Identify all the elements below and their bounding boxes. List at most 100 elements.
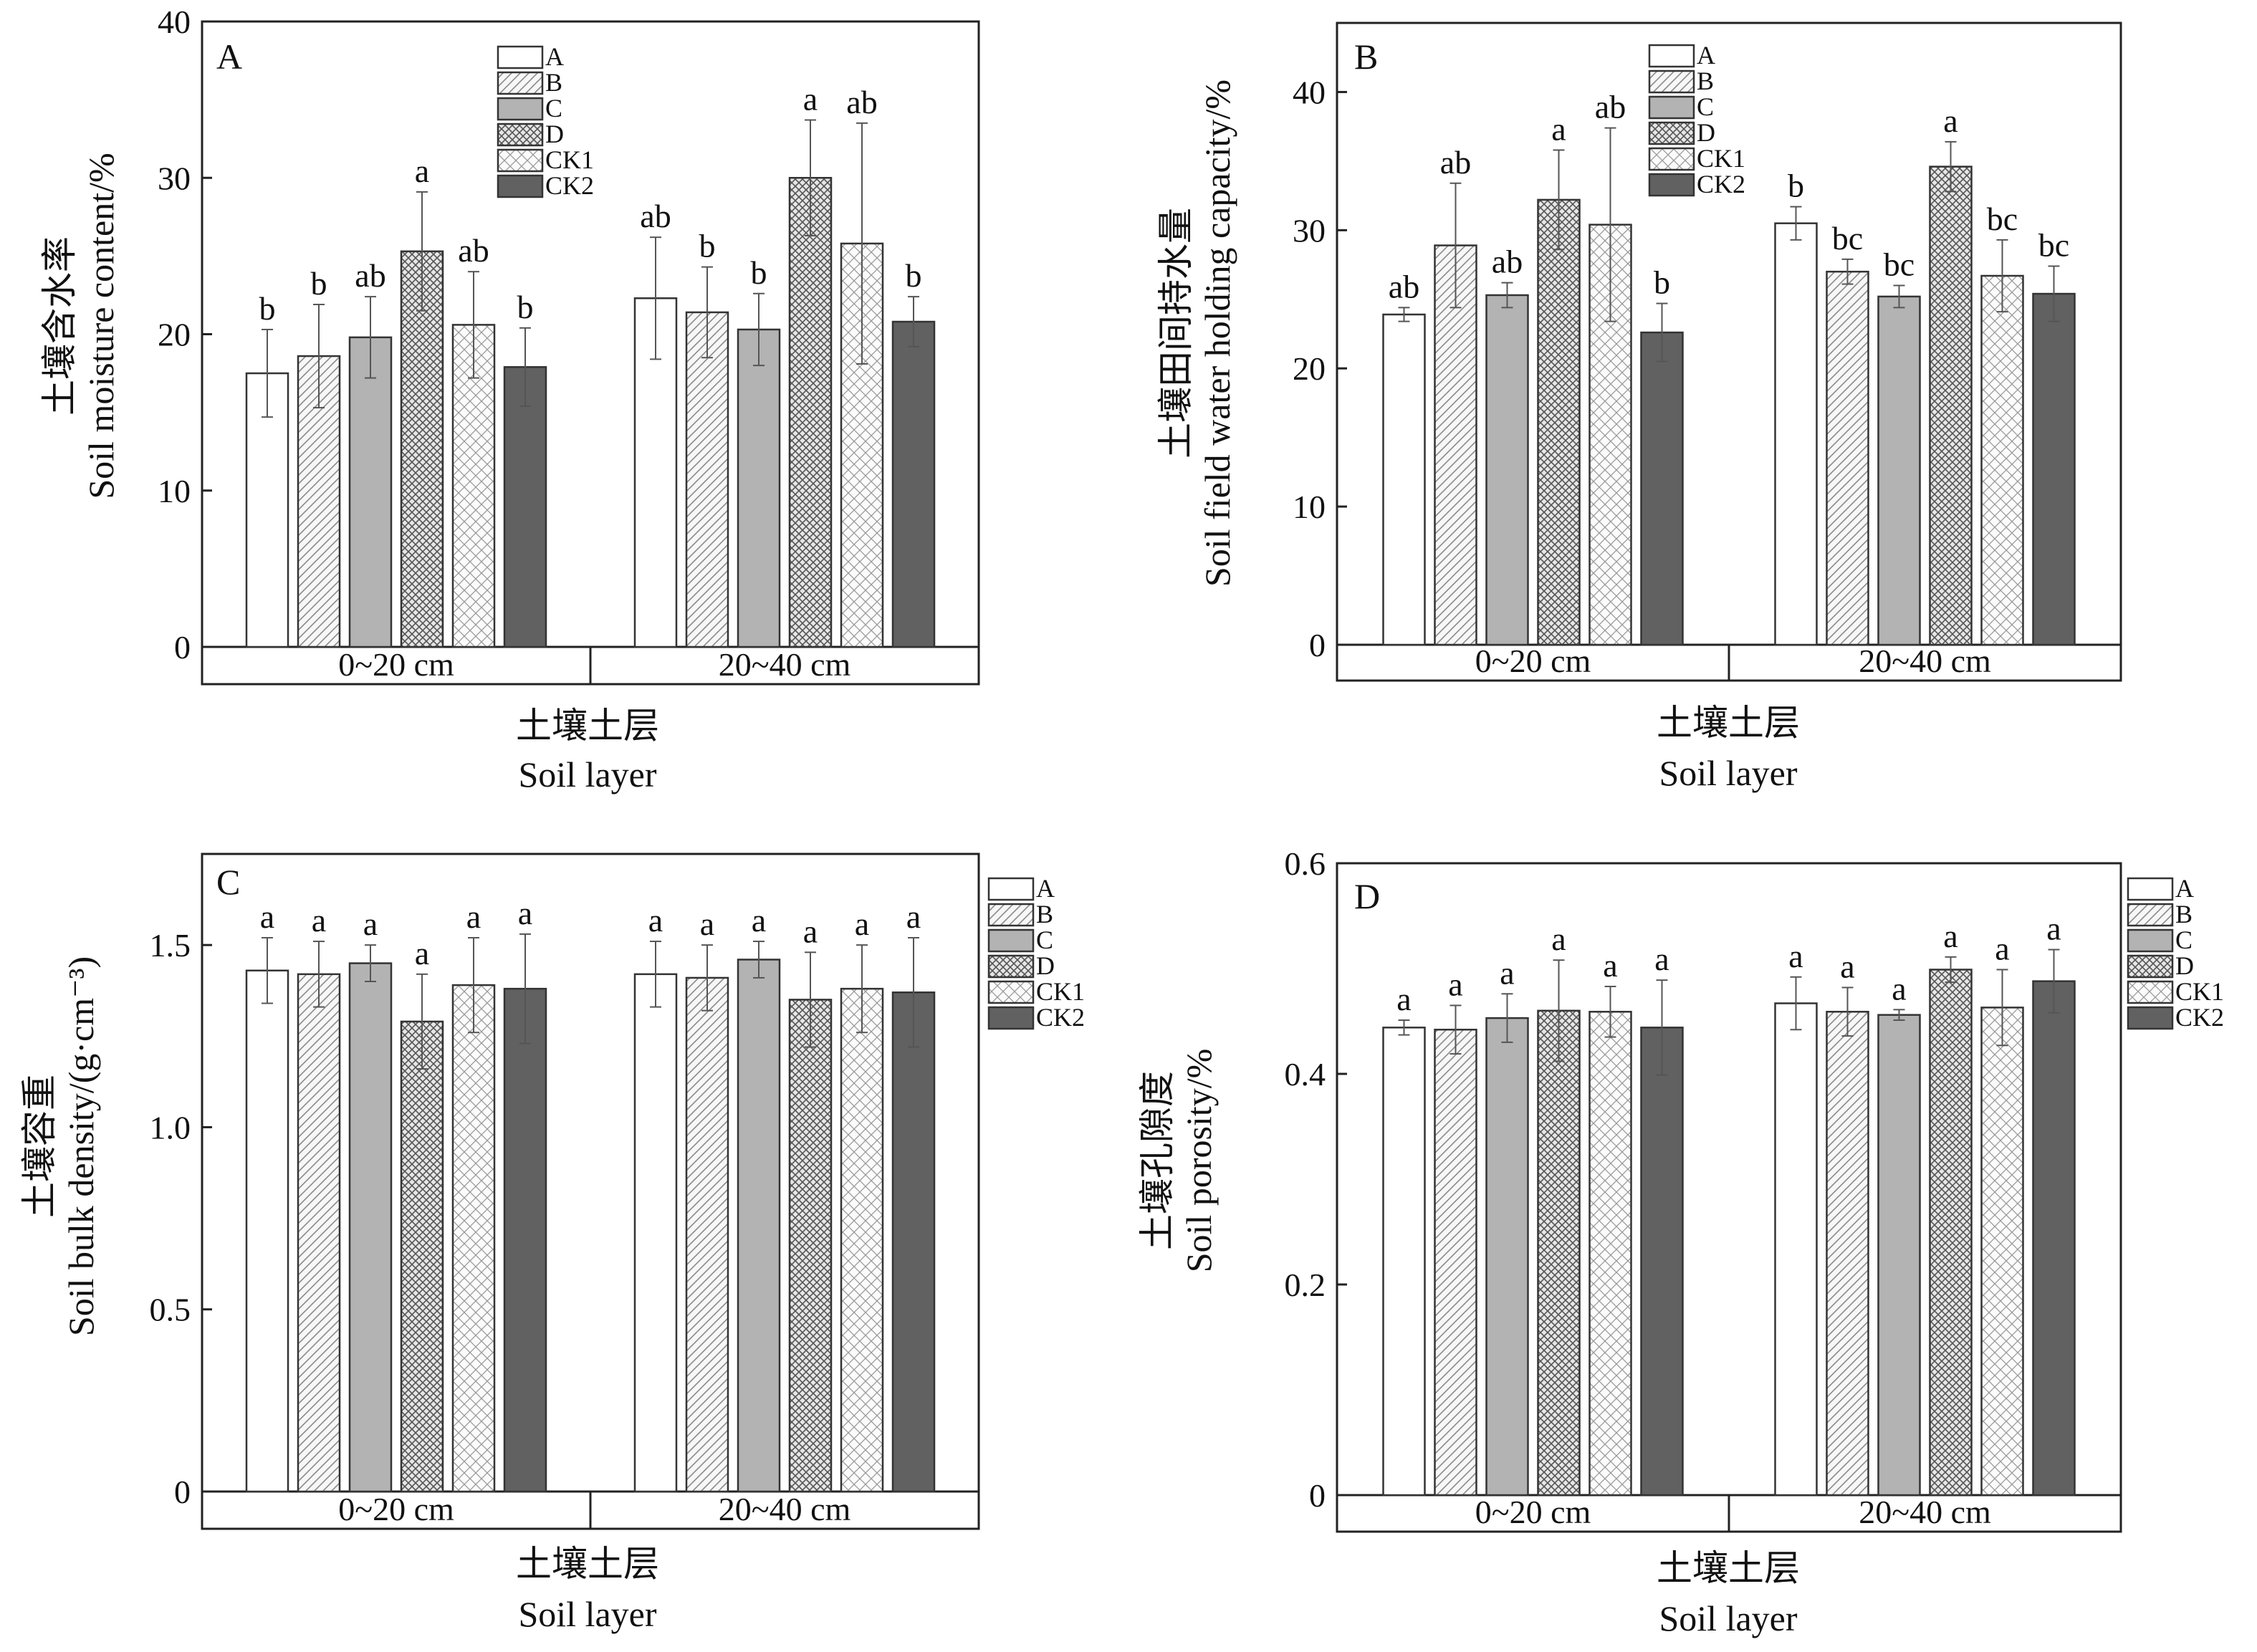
bar-a	[1382, 313, 1426, 646]
bar-c	[1877, 1014, 1921, 1497]
legend-label: CK1	[1697, 144, 1745, 173]
legend-label: B	[545, 68, 562, 97]
legend-label: CK2	[1697, 170, 1745, 198]
legend-swatch-ck1	[2127, 980, 2174, 1004]
category-label: 20~40 cm	[1859, 1494, 1991, 1530]
panel-c-xlabel-en: Soil layer	[518, 1594, 656, 1634]
y-tick-label: 0	[1309, 1477, 1326, 1514]
panel-c: 00.51.01.50~20 cma a aaa a20~40 cma a a a a aABC…	[19, 853, 1085, 1634]
panel-c-letter: C	[216, 862, 240, 902]
legend-label: CK1	[2175, 977, 2224, 1006]
category-label: 0~20 cm	[338, 646, 454, 683]
legend-label: A	[1036, 874, 1055, 903]
significance-letter: a	[1654, 941, 1669, 977]
significance-letter: a	[906, 898, 921, 935]
significance-letter: b	[906, 257, 922, 294]
legend-swatch-ck2	[987, 1006, 1035, 1030]
panel-a-ylabel-en: Soil moisture content/%	[81, 153, 121, 499]
y-tick-label: 10	[158, 473, 191, 509]
significance-letter: b	[259, 290, 276, 327]
panel-c-ylabel-en: Soil bulk density/(g·cm⁻³)	[61, 956, 101, 1336]
panel-c-plot: 00.51.01.50~20 cma a aaa a20~40 cma a a a a aABC…	[150, 853, 1085, 1530]
bar-ck2	[2032, 980, 2076, 1497]
significance-letter: a	[1396, 981, 1411, 1017]
panel-b-ylabel-cn: 土壤田间持水量	[1156, 208, 1196, 458]
bar-a	[633, 973, 678, 1493]
legend-swatch-c	[2127, 928, 2174, 953]
panel-a-letter: A	[216, 37, 242, 77]
category-label: 0~20 cm	[1475, 1494, 1591, 1530]
panel-c-xlabel-cn: 土壤土层	[516, 1544, 659, 1584]
y-tick-label: 0.6	[1285, 845, 1326, 882]
bar-d	[1537, 1009, 1581, 1497]
significance-letter: a	[415, 935, 429, 971]
bar-ck2	[2032, 292, 2076, 646]
significance-letter: a	[312, 902, 326, 938]
significance-letter: a	[752, 902, 766, 938]
legend-label: CK2	[2175, 1003, 2224, 1032]
bar-c	[1485, 1017, 1529, 1497]
legend-label: A	[2175, 874, 2194, 903]
legend-label: A	[1697, 41, 1715, 69]
bar-b	[1826, 270, 1869, 646]
legend-label: CK1	[545, 145, 594, 174]
significance-letter: bc	[1884, 246, 1915, 282]
panel-a-xlabel-cn: 土壤土层	[516, 706, 659, 746]
significance-letter: a	[1943, 102, 1957, 139]
y-tick-label: 20	[158, 317, 191, 353]
bar-c	[348, 336, 393, 648]
y-tick-label: 0.4	[1285, 1056, 1326, 1092]
significance-letter: a	[1603, 947, 1617, 984]
bar-c	[348, 962, 393, 1493]
significance-letter: ab	[1389, 268, 1419, 304]
significance-letter: ab	[640, 198, 671, 234]
legend-swatch-ck2	[2127, 1006, 2174, 1030]
legend-swatch-a	[1648, 44, 1695, 68]
bar-ck2	[503, 366, 547, 648]
y-tick-label: 30	[1293, 212, 1326, 249]
significance-letter: ab	[846, 84, 877, 120]
legend-swatch-ck1	[987, 980, 1035, 1004]
panel-d-xlabel-cn: 土壤土层	[1657, 1548, 1800, 1588]
bar-c	[737, 328, 781, 648]
y-tick-label: 1.0	[150, 1109, 191, 1146]
legend-label: C	[1036, 926, 1053, 954]
bar-ck2	[891, 991, 936, 1493]
legend-label: D	[2175, 951, 2194, 980]
legend-label: A	[545, 42, 564, 71]
legend-label: D	[545, 120, 564, 148]
significance-letter: ab	[1492, 244, 1523, 280]
panel-d-xlabel-en: Soil layer	[1659, 1598, 1797, 1638]
significance-letter: b	[751, 254, 767, 291]
y-tick-label: 40	[1293, 74, 1326, 110]
bar-b	[297, 973, 341, 1493]
panel-c-ylabel-cn: 土壤容重	[19, 1075, 59, 1218]
significance-letter: a	[1892, 970, 1906, 1007]
significance-letter: b	[311, 265, 327, 302]
bar-ck1	[1980, 274, 2024, 646]
significance-letter: a	[1995, 930, 2009, 966]
category-label: 0~20 cm	[1475, 643, 1591, 679]
bar-ck1	[1980, 1007, 2024, 1497]
legend-label: CK2	[545, 171, 594, 200]
significance-letter: ab	[1595, 89, 1626, 125]
bar-b	[1826, 1011, 1869, 1497]
bar-ck1	[1588, 1011, 1632, 1497]
bar-c	[1485, 294, 1529, 646]
significance-letter: b	[699, 228, 716, 264]
significance-letter: a	[1551, 921, 1566, 957]
y-tick-label: 40	[158, 4, 191, 40]
y-tick-label: 0.2	[1285, 1267, 1326, 1303]
legend-swatch-c	[987, 928, 1035, 953]
y-tick-label: 30	[158, 160, 191, 196]
significance-letter: ab	[458, 232, 489, 269]
y-tick-label: 10	[1293, 489, 1326, 525]
significance-letter: b	[517, 289, 534, 325]
bar-a	[1774, 1002, 1818, 1497]
y-tick-label: 1.5	[150, 927, 191, 964]
